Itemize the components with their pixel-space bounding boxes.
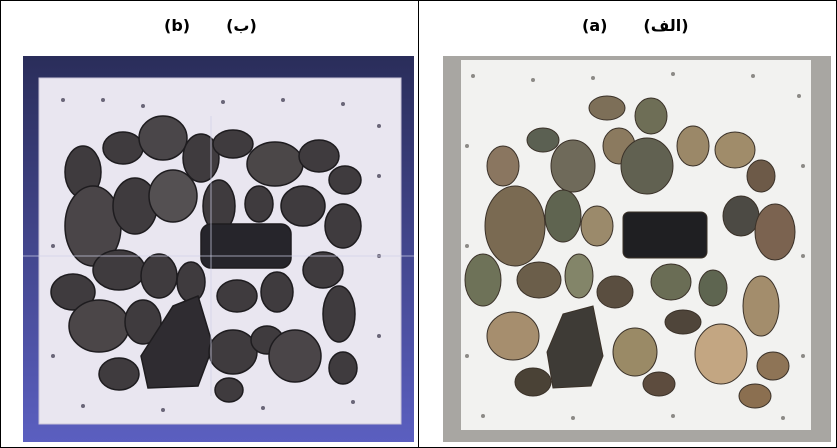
panel-a-photo	[443, 56, 831, 442]
caption-a: (a) (الف)	[582, 10, 689, 40]
caption-b-latin: (b)	[164, 15, 191, 35]
panel-b-image	[23, 56, 414, 442]
caption-a-arabic: (الف)	[643, 15, 689, 35]
panel-b-photo	[23, 56, 414, 442]
caption-b-arabic: (ب)	[226, 15, 257, 35]
panel-a-image	[443, 56, 831, 442]
caption-a-latin: (a)	[582, 15, 608, 35]
panel-divider	[418, 0, 419, 448]
caption-b: (b) (ب)	[164, 10, 257, 40]
